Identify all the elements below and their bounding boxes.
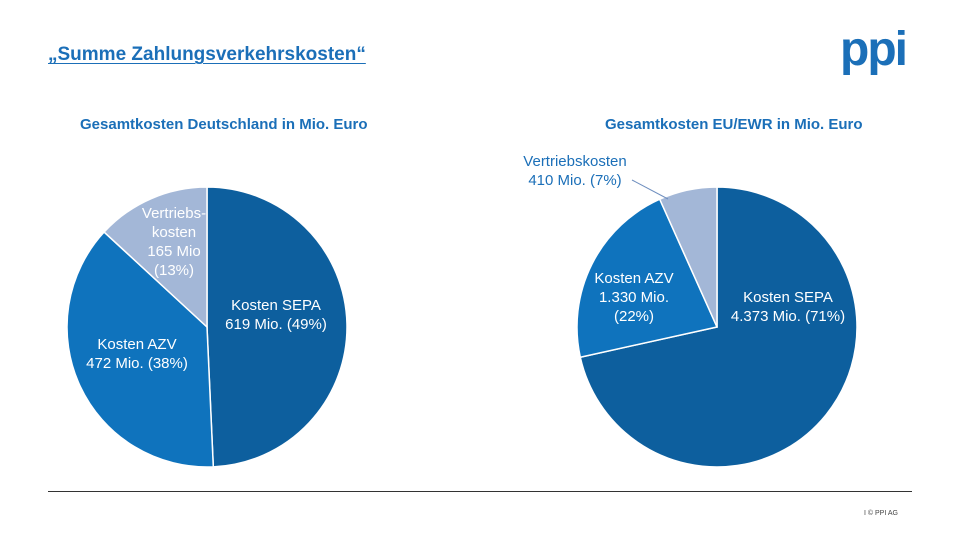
slice-label-line: Vertriebskosten xyxy=(523,153,626,170)
pie-chart-germany: Kosten SEPA 619 Mio. (49%) Kosten AZV 472 M… xyxy=(66,186,348,468)
slice-label-line: 165 Mio xyxy=(147,243,200,260)
slice-label-vertriebskosten: Vertriebskosten 410 Mio. (7%) xyxy=(523,153,626,189)
pie-slice-kosten-azv xyxy=(66,230,215,468)
leader-line xyxy=(631,179,669,200)
pie-slice-kosten-sepa xyxy=(579,186,858,468)
slice-label-line: (13%) xyxy=(154,262,194,279)
slice-label-line: 619 Mio. (49%) xyxy=(225,316,327,333)
pie-chart-eu: Kosten SEPA 4.373 Mio. (71%) Kosten AZV 1.3… xyxy=(523,153,858,468)
slice-label-line: (22%) xyxy=(614,308,654,325)
slice-label-vertriebskosten: Vertriebs-kosten 165 Mio (13%) xyxy=(142,205,206,279)
pie-slice-vertriebskosten xyxy=(103,186,208,329)
slice-label-line: 410 Mio. (7%) xyxy=(528,172,621,189)
ppi-logo: ppi xyxy=(840,23,908,76)
slice-label-line: Kosten AZV xyxy=(97,336,176,353)
slice-label-line: Kosten SEPA xyxy=(231,297,321,314)
chart-title-germany: Gesamtkosten Deutschland in Mio. Euro xyxy=(80,116,368,133)
pie-slice-kosten-sepa xyxy=(206,186,348,468)
slice-label-kosten-azv: Kosten AZV 472 Mio. (38%) xyxy=(86,336,188,372)
slice-label-kosten-sepa: Kosten SEPA 4.373 Mio. (71%) xyxy=(731,289,845,325)
slice-label-line: Vertriebs- xyxy=(142,205,206,222)
slice-label-line: 472 Mio. (38%) xyxy=(86,355,188,372)
slice-label-line: 4.373 Mio. (71%) xyxy=(731,308,845,325)
slice-label-line: 1.330 Mio. xyxy=(599,289,669,306)
footer-copyright: I © PPI AG xyxy=(864,510,898,517)
slide-title: „Summe Zahlungsverkehrskosten“ xyxy=(48,44,366,65)
slice-label-kosten-azv: Kosten AZV 1.330 Mio. (22%) xyxy=(594,270,673,325)
slice-label-line: kosten xyxy=(152,224,196,241)
pie-slice-vertriebskosten xyxy=(658,186,718,328)
slice-label-line: Kosten SEPA xyxy=(743,289,833,306)
footer-divider xyxy=(48,491,912,492)
chart-title-eu: Gesamtkosten EU/EWR in Mio. Euro xyxy=(605,116,863,133)
slice-label-line: Kosten AZV xyxy=(594,270,673,287)
slice-label-kosten-sepa: Kosten SEPA 619 Mio. (49%) xyxy=(225,297,327,333)
pie-slice-kosten-azv xyxy=(576,198,719,359)
